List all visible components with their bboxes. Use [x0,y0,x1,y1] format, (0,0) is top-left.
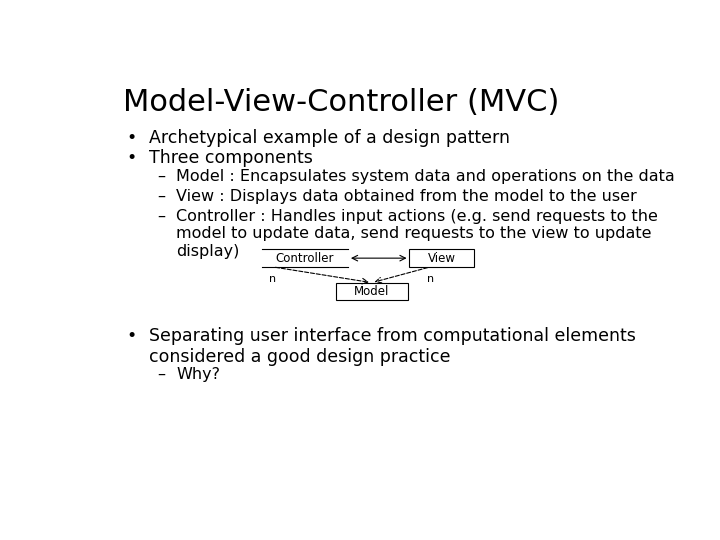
Text: •: • [126,149,137,167]
Text: •: • [126,129,137,147]
Text: Three components: Three components [148,149,312,167]
Text: Archetypical example of a design pattern: Archetypical example of a design pattern [148,129,510,147]
Bar [410,249,474,267]
Text: Model : Encapsulates system data and operations on the data: Model : Encapsulates system data and ope… [176,169,675,184]
Text: –: – [157,367,165,382]
Text: n: n [427,274,434,285]
Text: –: – [157,189,165,204]
Text: Separating user interface from computational elements
considered a good design p: Separating user interface from computati… [148,327,636,366]
Text: n: n [269,274,276,285]
Text: View : Displays data obtained from the model to the user: View : Displays data obtained from the m… [176,189,637,204]
Text: •: • [126,327,137,345]
Text: View: View [428,252,456,265]
Text: –: – [157,209,165,224]
Text: Model: Model [354,285,390,298]
Text: Model-View-Controller (MVC): Model-View-Controller (MVC) [124,87,560,117]
Bar [336,282,408,300]
Text: Controller: Controller [276,252,334,265]
Text: –: – [157,169,165,184]
Text: Why?: Why? [176,367,220,382]
Text: Controller : Handles input actions (e.g. send requests to the
model to update da: Controller : Handles input actions (e.g.… [176,209,658,259]
